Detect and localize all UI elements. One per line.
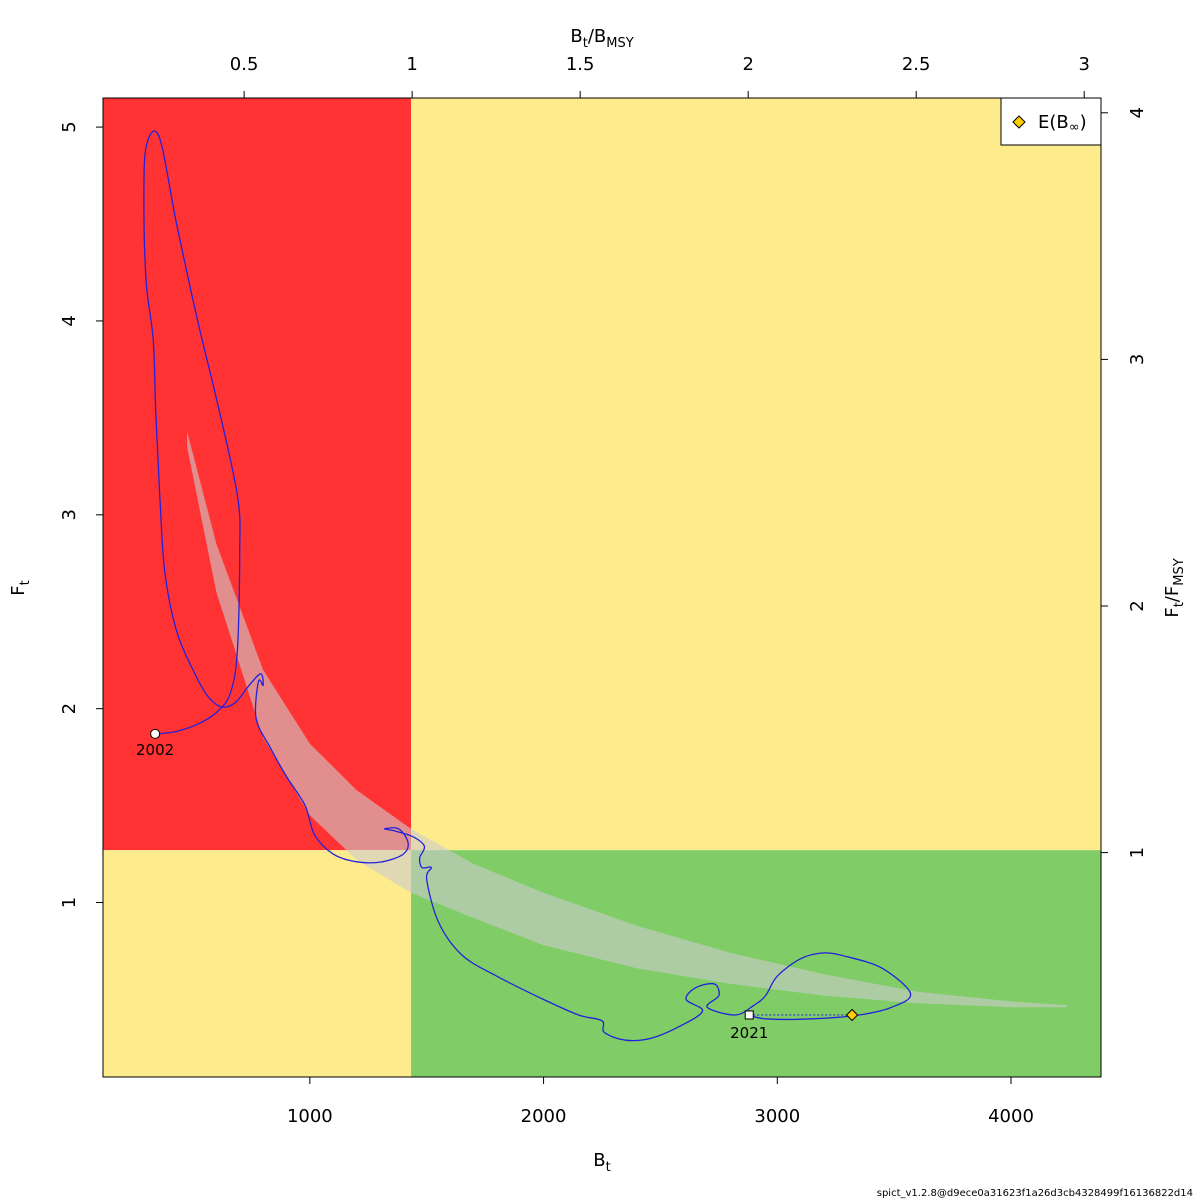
y-tick-label: 2 (59, 703, 80, 714)
confidence-region (187, 431, 1068, 1008)
plot-frame (102, 97, 1102, 1078)
y-tick-label: 5 (59, 121, 80, 132)
version-footer: spict_v1.2.8@d9ece0a31623f1a26d3cb432849… (877, 1188, 1193, 1199)
end-point-marker (744, 1010, 754, 1020)
y-right-tick-label: 1 (1127, 847, 1148, 858)
y-tick-label: 3 (59, 509, 80, 520)
legend-marker-icon (1012, 115, 1026, 129)
x-axis-bottom-title: Bt (593, 1150, 610, 1175)
legend-label: E(B∞) (1038, 112, 1087, 135)
y-tick-label: 1 (59, 897, 80, 908)
y-right-tick-label: 4 (1127, 107, 1148, 118)
zone-overfished (103, 850, 412, 1077)
x-tick-label: 3000 (754, 1106, 800, 1127)
legend: E(B∞) (1000, 97, 1102, 146)
zone-overfishing (411, 98, 1102, 851)
x-top-tick-label: 3 (1078, 54, 1089, 75)
zone-overfished-overfishing (103, 98, 412, 851)
trajectory-line (143, 130, 912, 1042)
x-tick-label: 1000 (287, 1106, 333, 1127)
x-top-tick-label: 1 (406, 54, 417, 75)
x-top-tick-label: 0.5 (230, 54, 259, 75)
expected-equilibrium-marker (845, 1008, 859, 1022)
x-tick-label: 4000 (988, 1106, 1034, 1127)
start-year-label: 2002 (136, 741, 174, 759)
x-top-tick-label: 2 (742, 54, 753, 75)
status-zones (103, 98, 1102, 1077)
x-axis-top: 0.5 1 1.5 2 2.5 3 (230, 54, 1090, 98)
start-point-marker (150, 728, 161, 739)
y-axis-left: 1 2 3 4 5 (59, 121, 103, 908)
x-top-tick-label: 2.5 (902, 54, 931, 75)
y-axis-right: 1 2 3 4 (1101, 107, 1148, 858)
x-axis-top-title: Bt/BMSY (570, 26, 633, 51)
x-tick-label: 2000 (521, 1106, 567, 1127)
x-top-tick-label: 1.5 (566, 54, 595, 75)
y-right-tick-label: 2 (1127, 600, 1148, 611)
y-right-tick-label: 3 (1127, 354, 1148, 365)
end-year-label: 2021 (730, 1024, 768, 1042)
y-axis-right-title: Ft/FMSY (1162, 558, 1187, 617)
y-tick-label: 4 (59, 315, 80, 326)
y-axis-left-title: Ft (8, 580, 33, 595)
x-axis-bottom: 1000 2000 3000 4000 (287, 1077, 1034, 1127)
